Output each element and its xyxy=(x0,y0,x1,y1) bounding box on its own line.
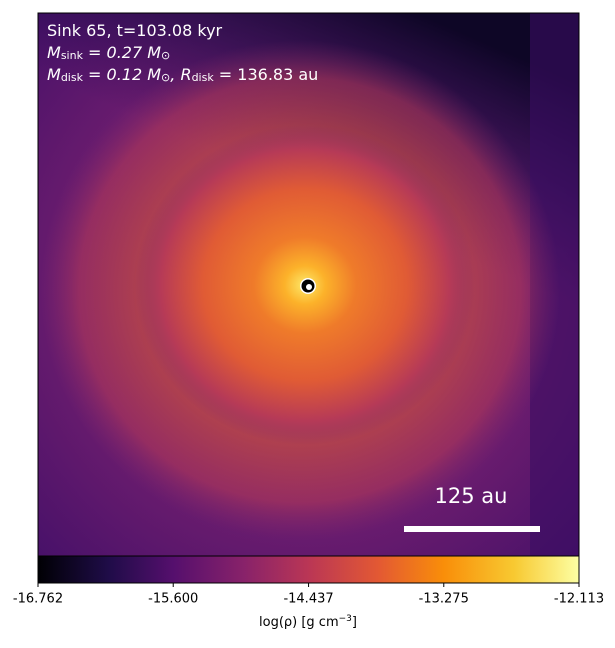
density-map xyxy=(38,13,579,556)
annotation-subscript: disk xyxy=(61,71,84,84)
annotation: Mdisk = 0.12 M⊙, Rdisk = 136.83 au xyxy=(47,65,318,85)
x-tick-label: -12.113 xyxy=(554,592,604,607)
annotation-text: = 0.12 M xyxy=(83,65,161,84)
annotation: Sink 65, t=103.08 kyr xyxy=(47,21,223,40)
annotation-text: = 0.27 M xyxy=(83,43,161,62)
annotation-subscript: sink xyxy=(61,49,84,62)
label-superscript: −3 xyxy=(339,614,352,624)
label-text: ] xyxy=(352,615,357,630)
annotation-text: M xyxy=(47,43,61,62)
annotation-subscript: disk xyxy=(192,71,215,84)
annotation-subscript: ⊙ xyxy=(161,71,170,84)
x-tick-label: -16.762 xyxy=(13,592,63,607)
scale-bar-label: 125 au xyxy=(435,484,508,508)
x-tick-label: -14.437 xyxy=(283,592,333,607)
annotation: Msink = 0.27 M⊙ xyxy=(47,43,170,63)
x-tick-label: -15.600 xyxy=(148,592,198,607)
annotation-subscript: ⊙ xyxy=(161,49,170,62)
annotation-text: , R xyxy=(170,65,191,84)
label-text: log(ρ) [g cm xyxy=(259,615,339,630)
x-tick-label: -13.275 xyxy=(419,592,469,607)
annotation-text: M xyxy=(47,65,61,84)
colorbar-label: log(ρ) [g cm−3] xyxy=(259,614,357,630)
colorbar xyxy=(37,555,580,584)
annotation-text: = 136.83 au xyxy=(214,65,319,84)
scale-bar xyxy=(404,526,540,532)
annotation-text: Sink 65, t=103.08 kyr xyxy=(47,21,223,40)
